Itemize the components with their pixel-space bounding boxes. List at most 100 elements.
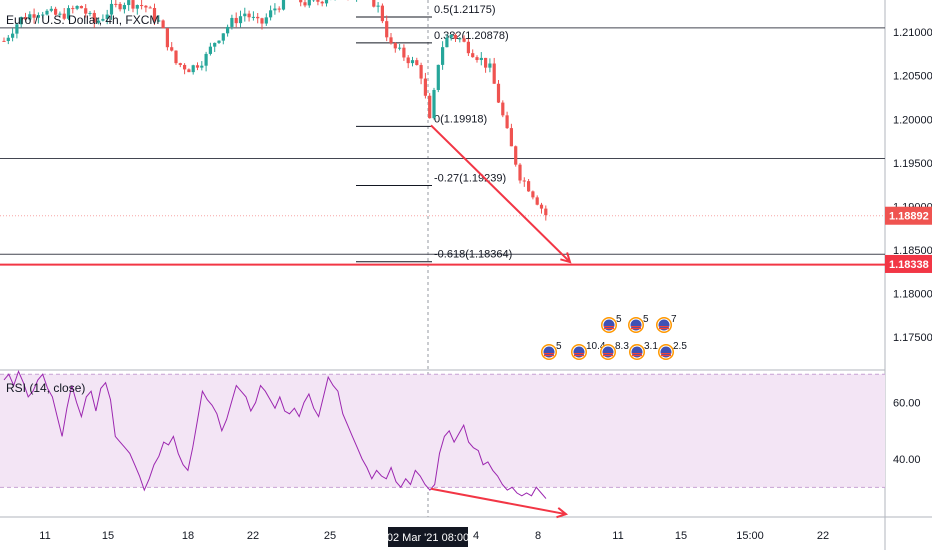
candle (423, 72, 427, 99)
flag-stripe (604, 326, 614, 328)
candle (320, 0, 324, 7)
candle-body (251, 16, 255, 18)
candle (449, 34, 453, 41)
candle-body (109, 3, 114, 15)
candle (539, 202, 544, 214)
candle (213, 42, 217, 53)
flag-stripe (631, 326, 641, 328)
candle (462, 35, 466, 43)
candle (273, 3, 277, 15)
price-divergence-arrow-shaft (430, 124, 571, 263)
candle (466, 38, 470, 56)
trend-arrows[interactable] (430, 124, 572, 519)
event-value: 8.3 (615, 341, 629, 352)
candle (114, 0, 118, 8)
time-tick-label: 8 (535, 530, 541, 542)
candle (453, 33, 458, 43)
event-value: 5 (556, 341, 562, 352)
flag-stripe (632, 353, 642, 355)
horizontal-lines[interactable] (0, 27, 885, 266)
candle (471, 49, 475, 58)
flag-icon (543, 346, 555, 358)
candle (208, 42, 212, 56)
candle-body (75, 6, 79, 9)
candle-body (419, 65, 423, 79)
candle-body (178, 63, 182, 65)
candle-body (213, 42, 217, 47)
candle-body (170, 47, 174, 51)
candle (299, 0, 303, 7)
symbol-legend: Euro / U.S. Dollar, 4h, FXCM (6, 13, 159, 27)
time-tick-label: 11 (612, 530, 623, 542)
candle-body (247, 13, 251, 18)
fibonacci-retracement[interactable]: 0.5(1.21175) 0.382(1.20878) 0(1.19918) -0.2… (356, 4, 512, 263)
candle-body (174, 50, 178, 64)
candle-body (260, 18, 264, 24)
candle-body (402, 47, 406, 58)
candle-body (522, 180, 526, 182)
candle (226, 24, 230, 37)
crosshair-time-tag (388, 527, 468, 547)
candle (127, 0, 131, 11)
candle-body (36, 15, 40, 18)
marked-level-tag (885, 254, 932, 273)
candle (251, 11, 255, 21)
candle (385, 15, 389, 42)
candle (66, 5, 71, 21)
candle-body (535, 197, 539, 205)
candle (109, 0, 114, 20)
candle-body (135, 5, 139, 9)
candle-body (6, 37, 10, 42)
candle (152, 3, 157, 25)
candle (187, 68, 191, 73)
event-value: 5 (616, 314, 622, 325)
economic-event-marker: 3.1 (629, 341, 658, 360)
candle (509, 123, 513, 147)
candle-body (19, 16, 23, 25)
candle-body (234, 17, 238, 24)
price-divergence-arrow-head (560, 252, 572, 264)
candle-body (307, 0, 311, 6)
candle (260, 17, 264, 30)
candle-body (79, 6, 83, 9)
candle-body (462, 38, 466, 42)
flag-icon (602, 346, 614, 358)
rsi-divergence-arrow-shaft (430, 487, 567, 516)
candle-body (277, 8, 281, 10)
candle-body (393, 42, 397, 49)
candle (281, 0, 286, 11)
candle (2, 37, 6, 42)
candle-body (410, 60, 415, 64)
candle (441, 41, 445, 70)
candle-body (389, 37, 393, 43)
flag-stripe (574, 353, 584, 355)
flag-icon (660, 346, 672, 358)
candle-body (54, 8, 58, 15)
candle (376, 2, 380, 13)
event-markers[interactable]: 5 5 7 5 10.4 8.3 3.1 2.5 (541, 314, 687, 360)
candle (6, 35, 10, 45)
candle-body (471, 53, 475, 58)
candle (170, 42, 174, 52)
candle-body (23, 16, 28, 20)
time-tick-label: 22 (817, 530, 829, 542)
rsi-band (0, 374, 885, 488)
flag-stripe (544, 353, 554, 355)
fib-level-label: -0.618(1.18364) (434, 249, 512, 261)
candle (312, 0, 316, 2)
fib-level-label: -0.27(1.19239) (434, 173, 506, 185)
flag-stripe (661, 355, 671, 357)
candle-body (428, 95, 432, 119)
candle (221, 33, 225, 45)
current-price-tag (885, 206, 932, 225)
candle (501, 100, 505, 118)
current-price-label: 1.18892 (889, 211, 929, 223)
candle (144, 5, 148, 13)
candle (238, 10, 243, 28)
candle-body (299, 0, 303, 3)
economic-event-marker: 10.4 (571, 341, 606, 360)
candle-body (187, 69, 191, 73)
candle (432, 87, 436, 120)
